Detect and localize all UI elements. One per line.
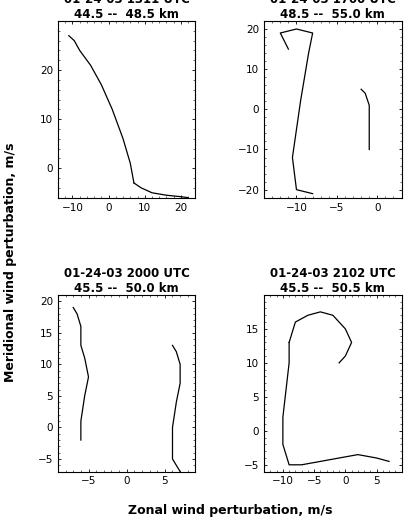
Title: 01-24-03 1311 UTC
44.5 --  48.5 km: 01-24-03 1311 UTC 44.5 -- 48.5 km (64, 0, 189, 21)
Title: 01-24-03 2000 UTC
45.5 --  50.0 km: 01-24-03 2000 UTC 45.5 -- 50.0 km (64, 267, 189, 295)
Text: Meridional wind perturbation, m/s: Meridional wind perturbation, m/s (4, 142, 17, 382)
Title: 01-24-03 2102 UTC
45.5 --  50.5 km: 01-24-03 2102 UTC 45.5 -- 50.5 km (269, 267, 395, 295)
Title: 01-24-03 1700 UTC
48.5 --  55.0 km: 01-24-03 1700 UTC 48.5 -- 55.0 km (269, 0, 395, 21)
Text: Zonal wind perturbation, m/s: Zonal wind perturbation, m/s (127, 505, 331, 517)
